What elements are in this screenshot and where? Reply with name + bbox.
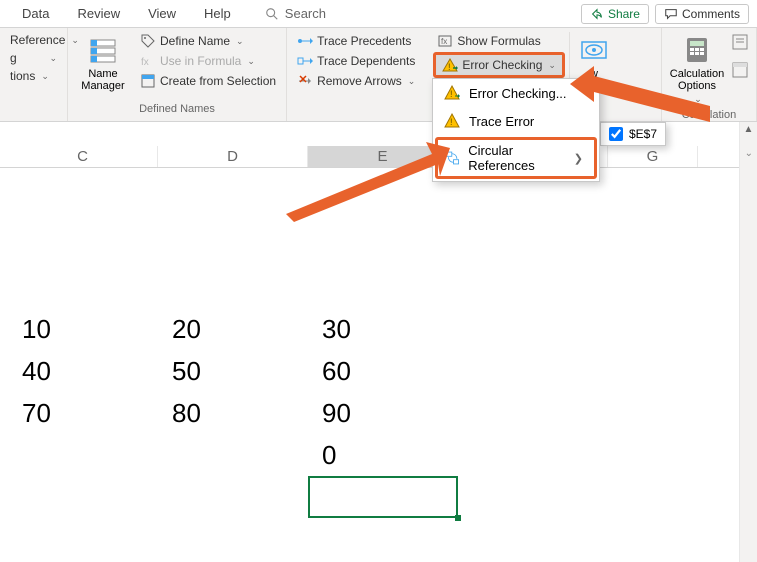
- share-label: Share: [608, 7, 640, 21]
- circular-references-submenu: $E$7: [600, 122, 666, 146]
- active-cell[interactable]: [308, 476, 458, 518]
- share-button[interactable]: Share: [581, 4, 649, 24]
- show-formulas-button[interactable]: fx Show Formulas: [433, 32, 565, 50]
- name-manager-label: Name Manager: [81, 68, 124, 92]
- show-formulas-icon: fx: [437, 33, 453, 49]
- svg-text:!: !: [448, 62, 451, 72]
- trace-dependents-icon: [297, 53, 313, 69]
- use-in-formula-button: fx Use in Formula ⌄: [136, 52, 280, 70]
- svg-text:fx: fx: [441, 37, 447, 46]
- error-checking-menu-icon: !: [443, 84, 461, 102]
- tab-view[interactable]: View: [134, 6, 190, 21]
- create-selection-icon: [140, 73, 156, 89]
- scroll-up-icon[interactable]: ▲: [740, 122, 757, 137]
- search-icon: [265, 7, 279, 21]
- trace-precedents-icon: [297, 33, 313, 49]
- cell[interactable]: 0: [308, 434, 458, 476]
- define-name-button[interactable]: Define Name ⌄: [136, 32, 280, 50]
- cell[interactable]: [458, 392, 608, 434]
- tab-help[interactable]: Help: [190, 6, 245, 21]
- menu-circular-references[interactable]: Circular References ❯: [435, 137, 597, 179]
- calc-sheet-icon[interactable]: [730, 60, 750, 80]
- math-trig-partial[interactable]: g ⌄: [6, 50, 61, 66]
- cell[interactable]: 10: [8, 308, 158, 350]
- name-manager-icon: [87, 34, 119, 66]
- more-functions-partial[interactable]: tions ⌄: [6, 68, 61, 84]
- trace-dependents-button[interactable]: Trace Dependents: [293, 52, 419, 70]
- comments-label: Comments: [682, 7, 740, 21]
- fx-icon: fx: [140, 53, 156, 69]
- col-header-g[interactable]: G: [608, 146, 698, 167]
- vertical-scrollbar[interactable]: ▲: [739, 122, 757, 562]
- fill-handle[interactable]: [455, 515, 461, 521]
- tag-icon: [140, 33, 156, 49]
- circular-ref-checkbox[interactable]: [609, 127, 623, 141]
- tab-data[interactable]: Data: [8, 6, 63, 21]
- svg-text:fx: fx: [141, 57, 149, 68]
- calc-now-icon[interactable]: [730, 32, 750, 52]
- name-manager-button[interactable]: Name Manager: [74, 32, 132, 94]
- cell[interactable]: 90: [308, 392, 458, 434]
- tab-review[interactable]: Review: [63, 6, 134, 21]
- circular-ref-cell[interactable]: $E$7: [629, 127, 657, 141]
- cell[interactable]: 20: [158, 308, 308, 350]
- comment-icon: [664, 7, 678, 21]
- search-placeholder: Search: [285, 6, 326, 21]
- col-header-c[interactable]: C: [8, 146, 158, 167]
- cell[interactable]: 80: [158, 392, 308, 434]
- svg-text:!: !: [450, 89, 453, 99]
- cell[interactable]: [458, 308, 608, 350]
- create-from-selection-button[interactable]: Create from Selection: [136, 72, 280, 90]
- svg-text:!: !: [450, 117, 453, 127]
- remove-arrows-button[interactable]: Remove Arrows ⌄: [293, 72, 419, 90]
- search-box[interactable]: Search: [265, 6, 326, 21]
- cell[interactable]: 70: [8, 392, 158, 434]
- error-checking-button[interactable]: ! Error Checking ⌄: [433, 52, 565, 78]
- cell[interactable]: 40: [8, 350, 158, 392]
- lookup-reference-partial[interactable]: Reference ⌄: [6, 32, 61, 48]
- cell[interactable]: [158, 434, 308, 476]
- cell[interactable]: [458, 350, 608, 392]
- share-icon: [590, 7, 604, 21]
- trace-error-icon: !: [443, 112, 461, 130]
- comments-button[interactable]: Comments: [655, 4, 749, 24]
- cell[interactable]: 50: [158, 350, 308, 392]
- annotation-arrow-bottom: [280, 142, 450, 222]
- error-checking-icon: !: [442, 57, 458, 73]
- cell[interactable]: [8, 434, 158, 476]
- defined-names-group-label: Defined Names: [74, 101, 280, 117]
- cell[interactable]: 30: [308, 308, 458, 350]
- cell[interactable]: 60: [308, 350, 458, 392]
- remove-arrows-icon: [297, 73, 313, 89]
- cell[interactable]: [458, 434, 608, 476]
- annotation-arrow-top: [570, 62, 720, 122]
- submenu-arrow-icon: ❯: [574, 152, 583, 165]
- formula-bar-expand-icon[interactable]: ⌄: [745, 148, 753, 159]
- trace-precedents-button[interactable]: Trace Precedents: [293, 32, 419, 50]
